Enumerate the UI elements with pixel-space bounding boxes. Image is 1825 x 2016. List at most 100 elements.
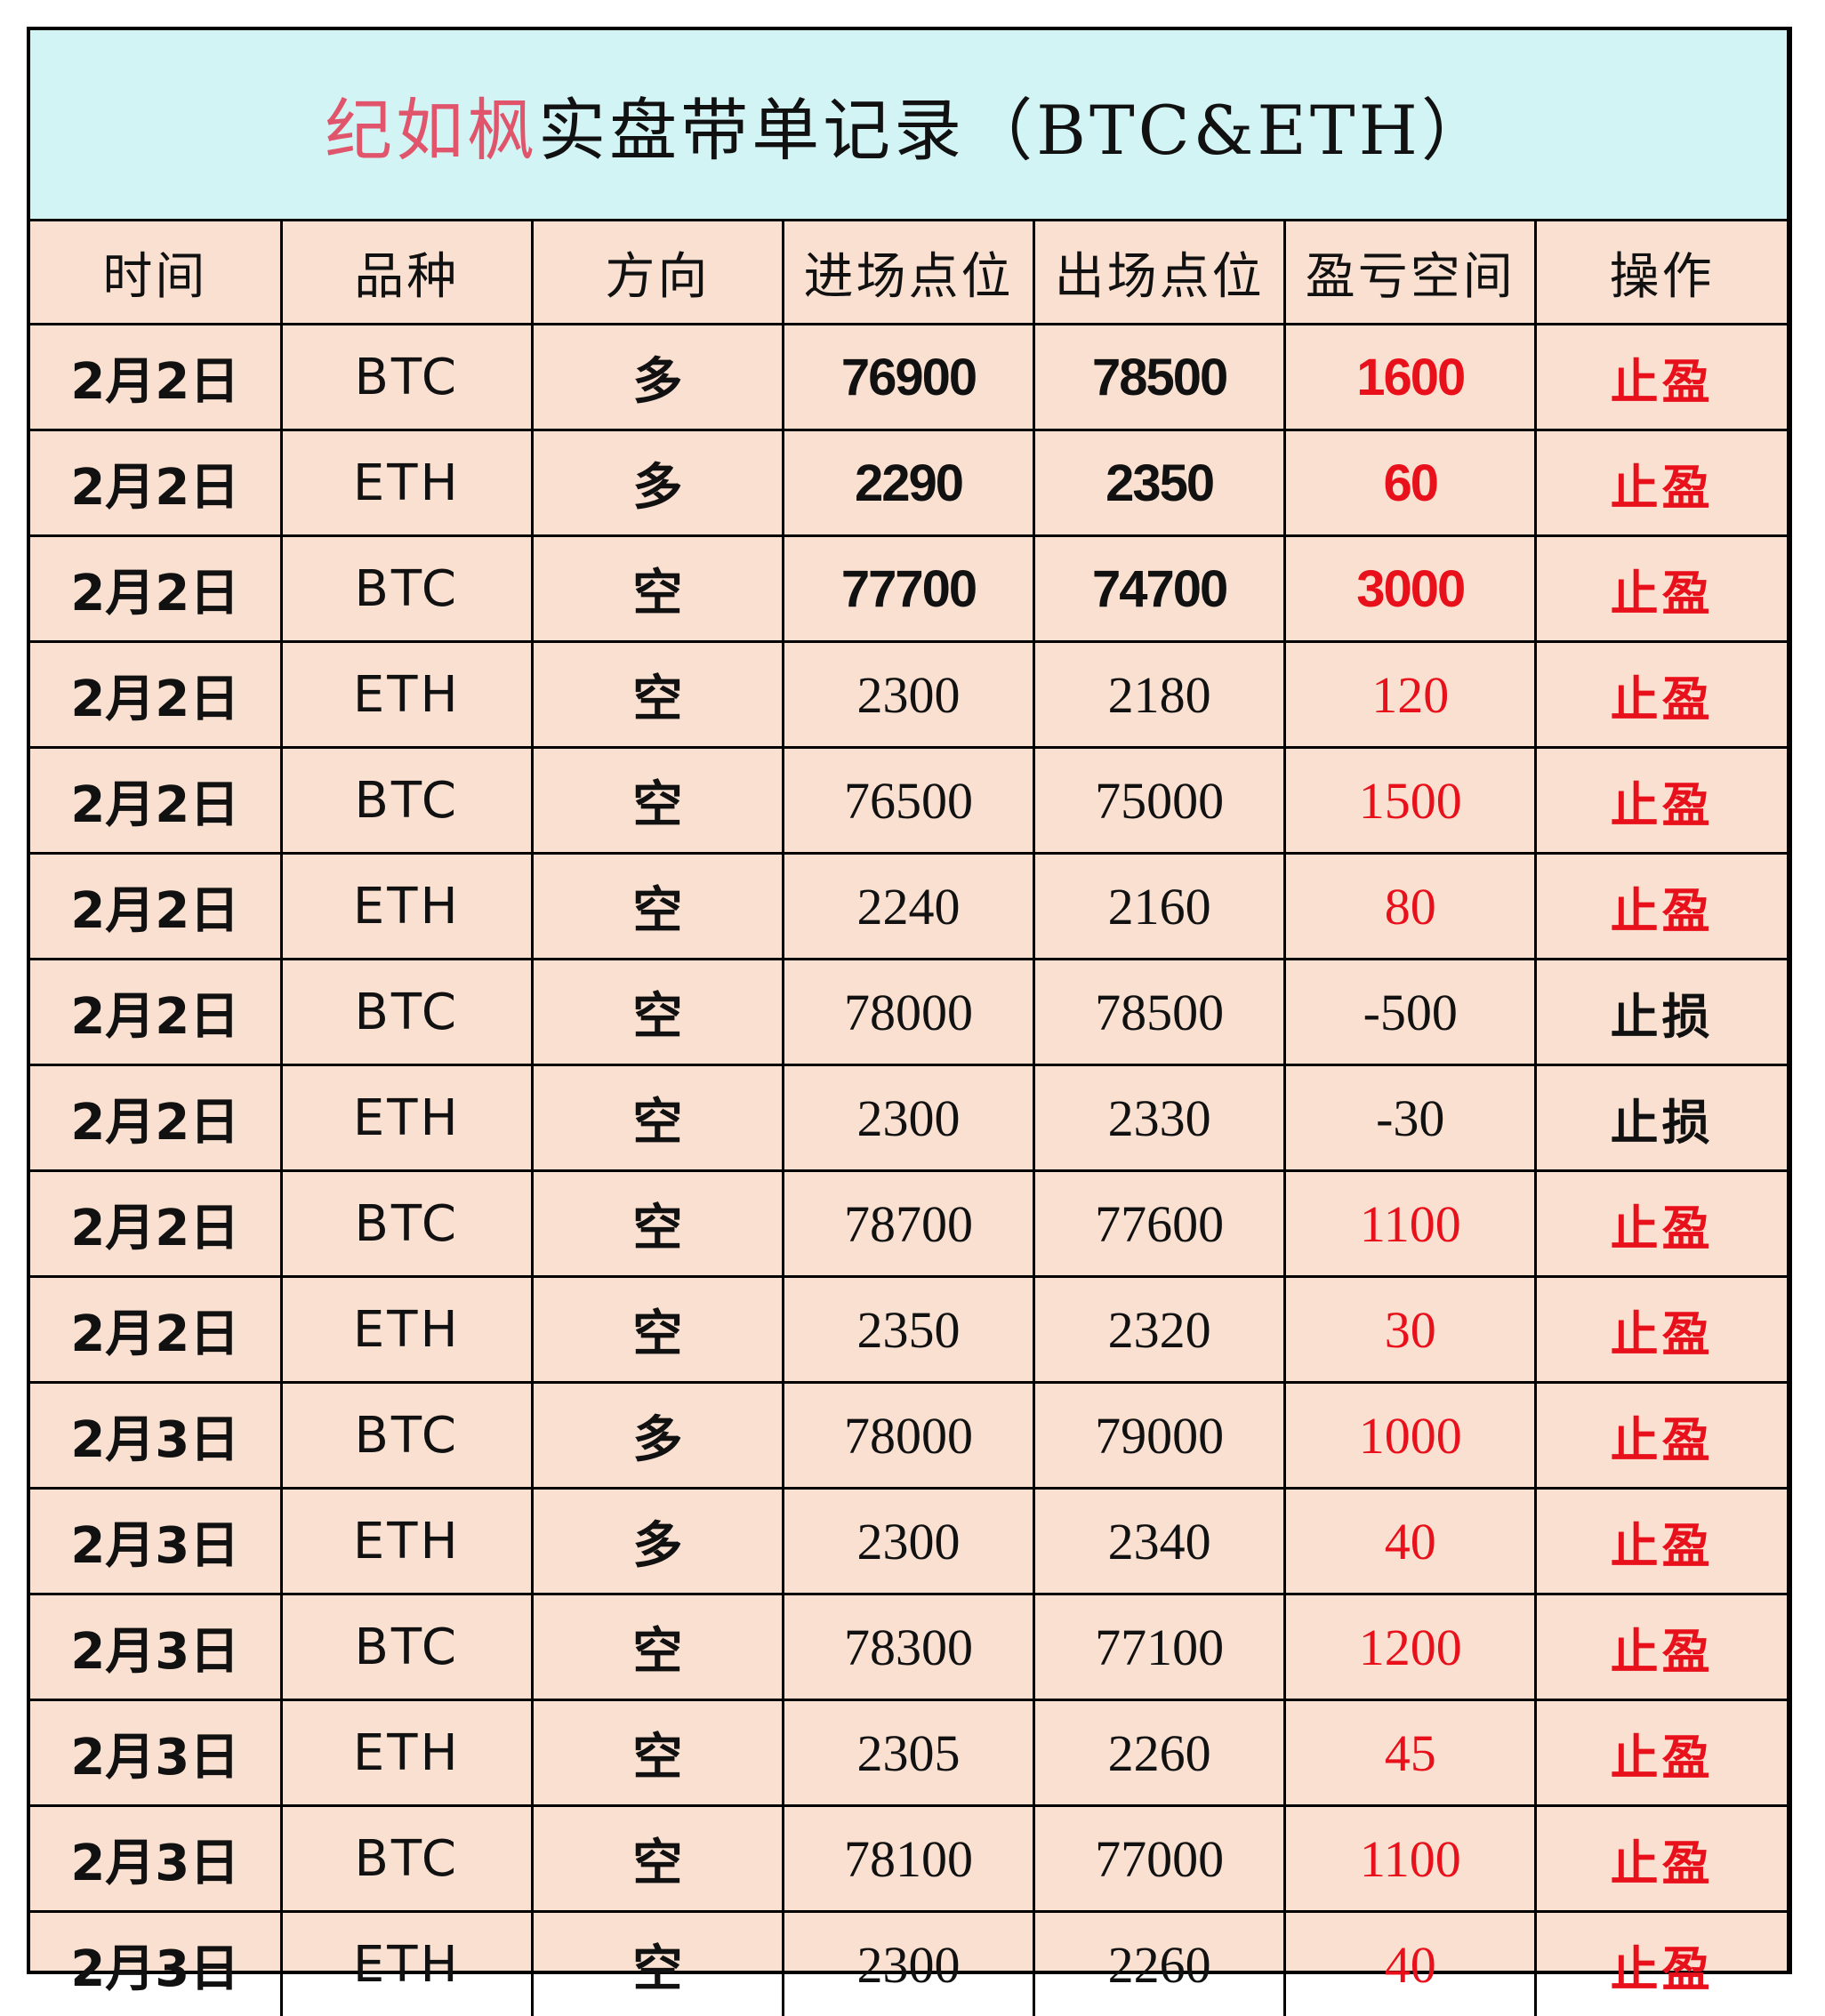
cell-exit: 2340 bbox=[1034, 1489, 1285, 1594]
cell-date: 2月3日 bbox=[30, 1383, 281, 1489]
cell-operation: 止盈 bbox=[1536, 325, 1787, 430]
cell-pnl: 1200 bbox=[1285, 1594, 1536, 1700]
cell-date: 2月3日 bbox=[30, 1700, 281, 1806]
cell-entry: 78100 bbox=[783, 1806, 1033, 1912]
cell-entry: 2300 bbox=[783, 642, 1033, 748]
cell-direction: 多 bbox=[532, 1489, 783, 1594]
header-entry: 进场点位 bbox=[783, 221, 1033, 325]
cell-entry: 76500 bbox=[783, 748, 1033, 854]
cell-symbol: ETH bbox=[281, 1065, 532, 1171]
header-date: 时间 bbox=[30, 221, 281, 325]
header-direction: 方向 bbox=[532, 221, 783, 325]
cell-direction: 空 bbox=[532, 1171, 783, 1277]
cell-exit: 78500 bbox=[1034, 325, 1285, 430]
cell-pnl: 1100 bbox=[1285, 1171, 1536, 1277]
cell-direction: 空 bbox=[532, 960, 783, 1065]
cell-operation: 止损 bbox=[1536, 960, 1787, 1065]
cell-pnl: 1000 bbox=[1285, 1383, 1536, 1489]
cell-exit: 2350 bbox=[1034, 430, 1285, 536]
cell-operation: 止盈 bbox=[1536, 1277, 1787, 1383]
cell-direction: 多 bbox=[532, 430, 783, 536]
cell-operation: 止盈 bbox=[1536, 1912, 1787, 2016]
cell-pnl: -30 bbox=[1285, 1065, 1536, 1171]
cell-exit: 2160 bbox=[1034, 854, 1285, 960]
cell-exit: 2330 bbox=[1034, 1065, 1285, 1171]
cell-date: 2月3日 bbox=[30, 1912, 281, 2016]
cell-symbol: ETH bbox=[281, 1489, 532, 1594]
cell-pnl: 60 bbox=[1285, 430, 1536, 536]
sheet-title: 纪如枫实盘带单记录（BTC&ETH） bbox=[30, 30, 1787, 221]
cell-entry: 2290 bbox=[783, 430, 1033, 536]
cell-exit: 78500 bbox=[1034, 960, 1285, 1065]
cell-entry: 76900 bbox=[783, 325, 1033, 430]
cell-date: 2月2日 bbox=[30, 430, 281, 536]
cell-operation: 止盈 bbox=[1536, 1171, 1787, 1277]
cell-pnl: 1500 bbox=[1285, 748, 1536, 854]
cell-operation: 止盈 bbox=[1536, 854, 1787, 960]
cell-pnl: 1600 bbox=[1285, 325, 1536, 430]
cell-entry: 2300 bbox=[783, 1489, 1033, 1594]
header-pnl: 盈亏空间 bbox=[1285, 221, 1536, 325]
cell-pnl: 40 bbox=[1285, 1912, 1536, 2016]
cell-operation: 止盈 bbox=[1536, 748, 1787, 854]
cell-exit: 2260 bbox=[1034, 1912, 1285, 2016]
cell-pnl: 3000 bbox=[1285, 536, 1536, 642]
cell-date: 2月2日 bbox=[30, 748, 281, 854]
cell-direction: 空 bbox=[532, 1065, 783, 1171]
header-operation: 操作 bbox=[1536, 221, 1787, 325]
cell-direction: 多 bbox=[532, 325, 783, 430]
cell-entry: 2305 bbox=[783, 1700, 1033, 1806]
cell-symbol: BTC bbox=[281, 536, 532, 642]
cell-operation: 止盈 bbox=[1536, 1806, 1787, 1912]
cell-date: 2月2日 bbox=[30, 1171, 281, 1277]
cell-direction: 空 bbox=[532, 1277, 783, 1383]
cell-date: 2月2日 bbox=[30, 1065, 281, 1171]
cell-symbol: BTC bbox=[281, 960, 532, 1065]
cell-symbol: ETH bbox=[281, 1277, 532, 1383]
cell-operation: 止盈 bbox=[1536, 1489, 1787, 1594]
cell-exit: 77600 bbox=[1034, 1171, 1285, 1277]
cell-exit: 2320 bbox=[1034, 1277, 1285, 1383]
cell-symbol: BTC bbox=[281, 325, 532, 430]
cell-exit: 2180 bbox=[1034, 642, 1285, 748]
cell-direction: 空 bbox=[532, 1912, 783, 2016]
cell-exit: 77000 bbox=[1034, 1806, 1285, 1912]
cell-direction: 空 bbox=[532, 1594, 783, 1700]
cell-exit: 77100 bbox=[1034, 1594, 1285, 1700]
cell-pnl: 45 bbox=[1285, 1700, 1536, 1806]
cell-direction: 空 bbox=[532, 748, 783, 854]
cell-entry: 77700 bbox=[783, 536, 1033, 642]
cell-date: 2月2日 bbox=[30, 960, 281, 1065]
cell-exit: 2260 bbox=[1034, 1700, 1285, 1806]
cell-date: 2月2日 bbox=[30, 325, 281, 430]
cell-direction: 空 bbox=[532, 642, 783, 748]
cell-date: 2月2日 bbox=[30, 854, 281, 960]
cell-date: 2月3日 bbox=[30, 1806, 281, 1912]
cell-pnl: 1100 bbox=[1285, 1806, 1536, 1912]
title-accent: 纪如枫 bbox=[325, 76, 538, 173]
cell-operation: 止损 bbox=[1536, 1065, 1787, 1171]
cell-direction: 空 bbox=[532, 1806, 783, 1912]
cell-symbol: BTC bbox=[281, 1594, 532, 1700]
cell-operation: 止盈 bbox=[1536, 1594, 1787, 1700]
cell-entry: 2240 bbox=[783, 854, 1033, 960]
cell-exit: 75000 bbox=[1034, 748, 1285, 854]
cell-date: 2月2日 bbox=[30, 536, 281, 642]
cell-operation: 止盈 bbox=[1536, 642, 1787, 748]
cell-exit: 79000 bbox=[1034, 1383, 1285, 1489]
cell-direction: 空 bbox=[532, 536, 783, 642]
cell-direction: 多 bbox=[532, 1383, 783, 1489]
cell-entry: 78000 bbox=[783, 960, 1033, 1065]
cell-entry: 78000 bbox=[783, 1383, 1033, 1489]
